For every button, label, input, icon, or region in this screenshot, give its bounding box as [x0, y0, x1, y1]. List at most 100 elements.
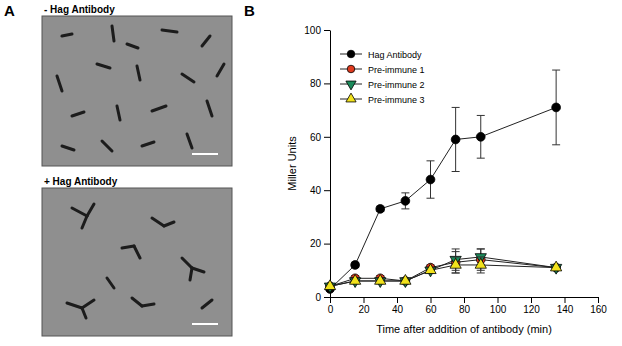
x-tick-label: 100 [490, 304, 507, 315]
y-tick-label: 20 [310, 238, 322, 249]
x-tick: 0 [328, 297, 334, 315]
image-background [42, 16, 232, 166]
cell [62, 146, 74, 150]
error-bar-cap [552, 144, 560, 145]
cell [127, 44, 138, 48]
error-bar-cap [477, 272, 485, 273]
data-point [450, 258, 461, 268]
x-tick-label: 40 [392, 304, 404, 315]
data-point [426, 175, 435, 184]
x-tick: 40 [392, 297, 404, 315]
cell [107, 278, 114, 288]
error-bar-cap [427, 160, 435, 161]
data-point [375, 274, 386, 284]
data-point [550, 261, 561, 271]
cell [117, 106, 120, 120]
cell [142, 304, 154, 306]
cell [217, 64, 224, 76]
cell [97, 64, 110, 68]
y-axis-title: Miller Units [286, 136, 298, 191]
error-bar-cap [477, 115, 485, 116]
legend-entry: Pre-immune 3 [340, 93, 425, 104]
cell [182, 258, 192, 268]
y-tick-mark [324, 83, 330, 84]
legend-label: Pre-immune 2 [368, 80, 425, 90]
cell [87, 204, 94, 216]
x-tick-label: 20 [358, 304, 370, 315]
x-tick-mark [364, 297, 365, 303]
cell [122, 246, 134, 248]
error-bar-cap [477, 248, 485, 249]
error-bar-cap [477, 158, 485, 159]
cell [152, 106, 166, 111]
data-point [476, 132, 485, 141]
x-tick: 140 [557, 297, 574, 315]
data-point [451, 135, 460, 144]
cell [134, 246, 140, 258]
error-bar-cap [477, 248, 485, 249]
error-bar-cap [552, 70, 560, 71]
y-tick: 80 [310, 78, 330, 89]
y-tick-mark [324, 30, 330, 31]
series-line [330, 107, 556, 289]
data-point [349, 274, 360, 284]
error-bar [552, 70, 560, 145]
data-point [400, 274, 411, 284]
cell [152, 218, 164, 226]
cell [82, 308, 86, 318]
cell [162, 30, 177, 32]
cell [142, 142, 154, 146]
micrograph [42, 188, 232, 336]
y-tick: 0 [315, 292, 330, 303]
error-bar [401, 193, 409, 209]
error-bar-cap [452, 256, 460, 257]
y-tick-label: 60 [310, 132, 322, 143]
cell [82, 300, 94, 308]
y-tick: 40 [310, 185, 330, 196]
series-line [330, 265, 556, 286]
legend-entry: Pre-immune 2 [340, 80, 425, 90]
y-tick-mark [324, 297, 330, 298]
legend-label: Pre-immune 3 [368, 95, 425, 105]
panel-label: A [4, 2, 15, 19]
x-tick-mark [598, 297, 599, 303]
image-background [42, 188, 232, 336]
data-point [324, 280, 335, 290]
y-tick-label: 100 [304, 25, 321, 36]
cell [82, 216, 87, 228]
x-tick: 160 [590, 297, 607, 315]
data-point [376, 205, 385, 214]
y-tick-mark [324, 137, 330, 138]
y-tick: 20 [310, 238, 330, 249]
legend-label: Pre-immune 1 [368, 65, 425, 75]
plot-area [324, 70, 561, 293]
x-tick-mark [397, 297, 398, 303]
data-point [351, 261, 360, 270]
x-axis-title: Time after addition of antibody (min) [376, 323, 552, 335]
cell [102, 141, 112, 151]
cell [164, 222, 174, 226]
error-bar [427, 161, 435, 198]
data-point [425, 264, 436, 274]
x-tick: 100 [490, 297, 507, 315]
x-tick-label: 80 [459, 304, 471, 315]
error-bar [452, 107, 460, 171]
legend-entry: Hag Antibody [340, 50, 422, 60]
image-caption: + Hag Antibody [44, 176, 118, 187]
figure: A- Hag Antibody+ Hag AntibodyB0204060801… [0, 0, 622, 346]
cell [192, 268, 204, 272]
series [324, 257, 561, 290]
x-tick: 20 [358, 297, 370, 315]
x-tick: 120 [523, 297, 540, 315]
cell [187, 134, 192, 148]
error-bar-cap [452, 272, 460, 273]
series [326, 249, 561, 291]
x-axis: 020406080100120140160 [328, 297, 608, 315]
error-bar-cap [452, 171, 460, 172]
y-tick-label: 0 [315, 292, 321, 303]
x-tick-mark [464, 297, 465, 303]
legend-marker [347, 50, 355, 58]
error-bar-cap [452, 107, 460, 108]
cell [132, 298, 142, 306]
error-bar-cap [427, 198, 435, 199]
